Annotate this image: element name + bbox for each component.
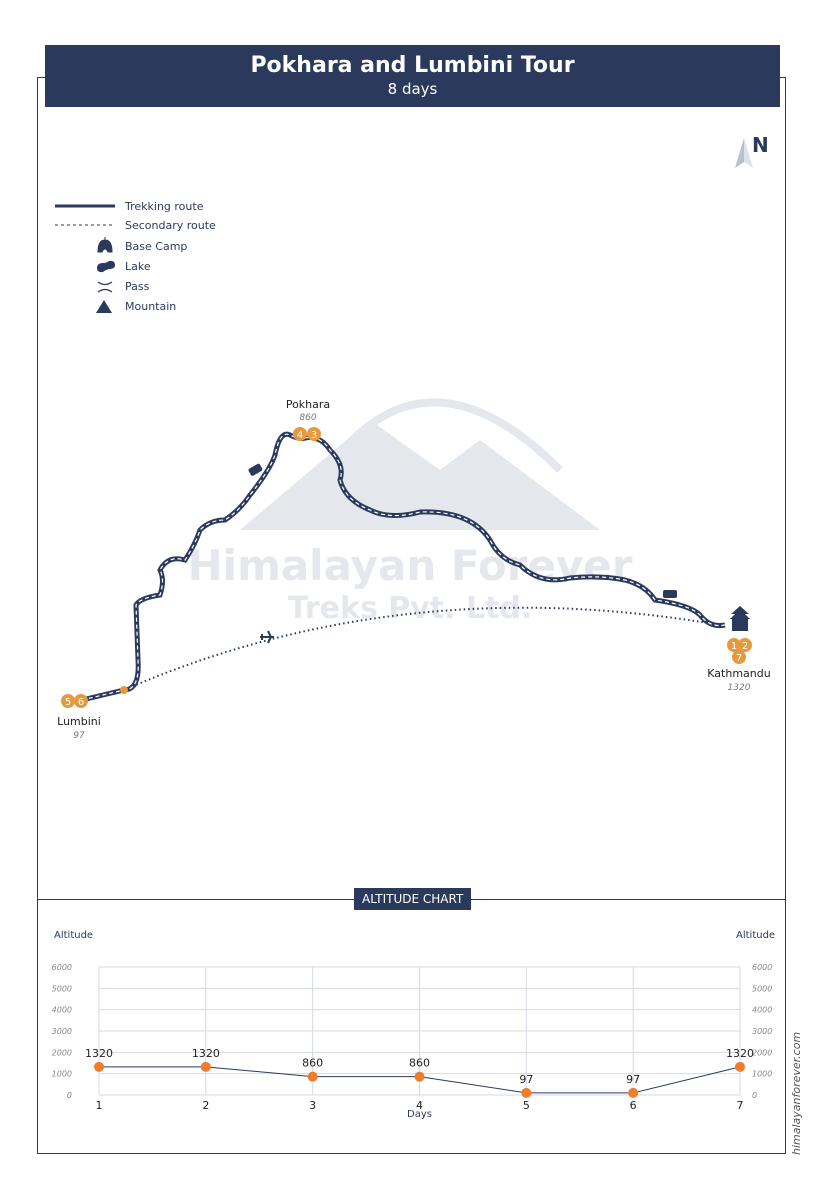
y-tick-label-right: 4000 (752, 1006, 772, 1015)
data-point (628, 1087, 639, 1098)
data-point (307, 1071, 318, 1082)
x-tick-label: 3 (309, 1099, 316, 1112)
data-label: 860 (409, 1057, 430, 1070)
data-label: 97 (519, 1073, 533, 1086)
place-name-lumbini: Lumbini (57, 715, 101, 728)
data-label: 1320 (192, 1047, 220, 1060)
page-title: Pokhara and Lumbini Tour (250, 53, 575, 78)
day-badge: 4 (297, 430, 303, 441)
pass-icon (97, 281, 113, 293)
altitude-chart: 0 0 1000 1000 2000 2000 3000 3000 4000 4000 5000 50… (52, 963, 773, 1120)
y-axis-label-right: Altitude (736, 930, 776, 941)
lake-icon (97, 260, 115, 273)
mountain-icon (96, 300, 112, 313)
north-arrow-icon: N (734, 130, 774, 174)
map-canvas: Himalayan Forever Treks Pvt. Ltd. 4 3 Po… (57, 398, 771, 741)
x-tick-label: 2 (202, 1099, 209, 1112)
y-tick-label-left: 3000 (52, 1027, 72, 1036)
x-tick-label: 7 (737, 1099, 744, 1112)
y-axis-label-left: Altitude (54, 930, 94, 941)
legend-mountain: Mountain (125, 300, 177, 313)
legend-secondary-route: Secondary route (125, 219, 216, 232)
data-label: 97 (626, 1073, 640, 1086)
y-tick-label-right: 5000 (752, 984, 772, 993)
x-axis-label: Days (407, 1109, 432, 1120)
y-tick-label-left: 5000 (52, 984, 72, 993)
pokhara-marker: 4 3 Pokhara 860 (286, 398, 330, 441)
y-tick-label-left: 0 (67, 1091, 72, 1100)
page-subtitle: 8 days (387, 80, 438, 98)
x-tick-label: 4 (416, 1099, 423, 1112)
title-banner: Pokhara and Lumbini Tour 8 days (45, 45, 780, 107)
y-tick-label-right: 2000 (752, 1048, 772, 1057)
x-tick-label: 6 (630, 1099, 637, 1112)
data-point (200, 1061, 211, 1072)
website-label: himalayanforever.com (790, 1031, 803, 1155)
waypoint-marker (120, 686, 128, 694)
data-label: 860 (302, 1057, 323, 1070)
place-altitude-lumbini: 97 (73, 731, 85, 741)
tent-icon (97, 237, 113, 253)
x-tick-label: 1 (96, 1099, 103, 1112)
place-name-pokhara: Pokhara (286, 398, 330, 411)
y-tick-label-left: 4000 (52, 1006, 72, 1015)
y-tick-label-left: 2000 (52, 1048, 72, 1057)
y-tick-label-right: 0 (752, 1091, 757, 1100)
y-tick-label-left: 6000 (52, 963, 72, 972)
y-tick-label-right: 6000 (752, 963, 772, 972)
data-label: 1320 (85, 1047, 113, 1060)
day-badge: 2 (742, 641, 748, 652)
trekking-route (81, 431, 726, 703)
place-altitude-pokhara: 860 (299, 413, 316, 423)
data-point (414, 1071, 425, 1082)
legend-pass: Pass (125, 280, 150, 293)
kathmandu-marker: 1 2 7 Kathmandu 1320 (707, 638, 771, 693)
data-point (521, 1087, 532, 1098)
y-tick-label-right: 1000 (752, 1070, 772, 1079)
bus-icon (663, 590, 677, 598)
data-point (735, 1061, 745, 1072)
x-tick-label: 5 (523, 1099, 530, 1112)
day-badge: 1 (731, 641, 737, 652)
place-altitude-kathmandu: 1320 (728, 683, 751, 693)
bus-icon (248, 463, 263, 476)
y-tick-label-left: 1000 (52, 1070, 72, 1079)
altitude-chart-title: ALTITUDE CHART (354, 888, 472, 910)
day-badge: 7 (736, 653, 742, 664)
legend-trekking-route: Trekking route (125, 200, 204, 213)
legend-lake: Lake (125, 260, 151, 273)
place-name-kathmandu: Kathmandu (707, 667, 770, 680)
plane-icon (260, 630, 274, 644)
day-badge: 5 (65, 697, 71, 708)
legend-base-camp: Base Camp (125, 240, 188, 253)
legend-symbols (55, 204, 115, 313)
day-badge: 6 (78, 697, 84, 708)
data-point (94, 1061, 104, 1072)
y-tick-label-right: 3000 (752, 1027, 772, 1036)
watermark-line1: Himalayan Forever (188, 541, 633, 590)
lumbini-marker: 5 6 Lumbini 97 (57, 694, 101, 741)
data-label: 1320 (726, 1047, 754, 1060)
temple-icon (730, 606, 750, 631)
north-label: N (752, 133, 769, 157)
day-badge: 3 (311, 430, 317, 441)
secondary-route (123, 606, 721, 691)
